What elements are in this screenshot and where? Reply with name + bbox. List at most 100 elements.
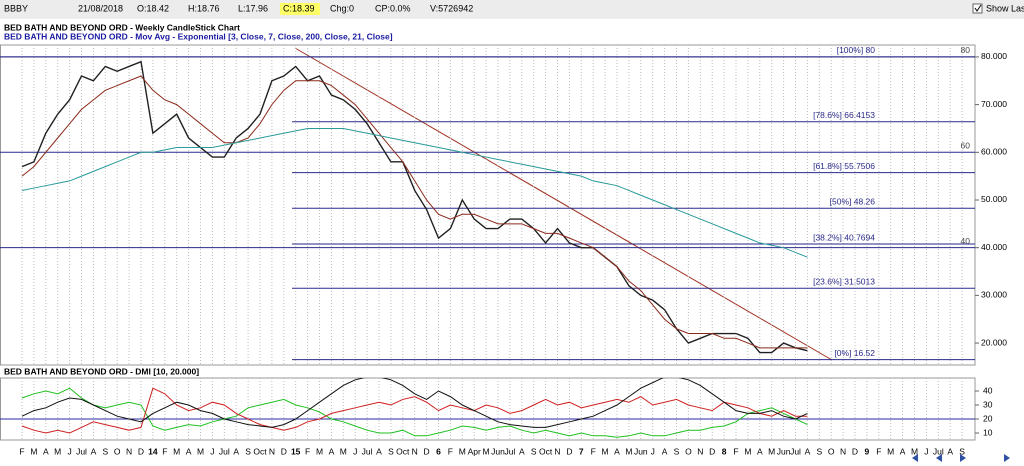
x-tick-label: F [591,446,596,456]
dmi-title: BED BATH AND BEYOND ORD - DMI [10, 20.00… [4,366,199,376]
x-tick-label: 6 [436,446,441,456]
y-tick-label: 60.000 [981,147,1007,157]
x-tick-label: M [887,446,894,456]
x-tick-label: Jun [634,446,648,456]
h-line-label: 40 [961,236,971,246]
x-tick-label: Jun [777,446,791,456]
y-tick-label: 80.000 [981,51,1007,61]
x-tick-label: N [554,446,560,456]
x-tick-label: F [733,446,738,456]
series-line [21,387,808,434]
x-tick-label: M [768,446,775,456]
y-tick-label: 50.000 [981,194,1007,204]
series-line [21,75,808,349]
x-tick-label: A [757,446,763,456]
x-tick-label: A [662,446,668,456]
x-tick-label: D [138,446,144,456]
show-last-checkbox[interactable] [972,3,983,14]
x-tick-label: S [531,446,537,456]
x-tick-label: M [625,446,632,456]
check [974,4,982,12]
x-tick-label: S [959,446,965,456]
series-line [21,127,808,258]
x-tick-label: Oct [396,446,410,456]
x-tick-label: S [102,446,108,456]
fib-label: [38.2%] 40.7694 [813,232,875,242]
x-tick-label: A [614,446,620,456]
x-tick-label: F [876,446,881,456]
x-tick-label: D [566,446,572,456]
y-tick-label: 30 [983,399,993,409]
y-tick-label: 70.000 [981,99,1007,109]
low: L:17.96 [238,3,268,13]
x-tick-label: Jul [76,446,87,456]
x-tick-label: N [126,446,132,456]
fib-label: [61.8%] 55.7506 [813,161,875,171]
scroll-left-fast[interactable] [936,454,944,462]
x-tick-label: M [744,446,751,456]
fib-label: [50%] 48.26 [830,197,876,207]
x-tick-label: N [840,446,846,456]
x-tick-label: M [602,446,609,456]
fib-label: [78.6%] 66.4153 [813,110,875,120]
scroll-end[interactable] [1004,454,1010,462]
x-tick-label: 14 [148,446,158,456]
symbol: BBBY [4,3,28,13]
x-tick-label: A [329,446,335,456]
volume: V:5726942 [430,3,473,13]
change: Chg:0 [330,3,354,13]
x-tick-label: A [43,446,49,456]
chart-title: BED BATH AND BEYOND ORD - Weekly CandleS… [4,22,240,32]
y-tick-label: 30.000 [981,290,1007,300]
x-tick-label: D [281,446,287,456]
x-tick-label: Jul [933,446,944,456]
y-tick-label: 10 [983,427,993,437]
x-tick-label: A [805,446,811,456]
x-tick-label: J [353,446,357,456]
x-tick-label: D [709,446,715,456]
x-tick-label: M [459,446,466,456]
x-tick-label: D [852,446,858,456]
x-tick-label: Apr [468,446,481,456]
show-last-label[interactable]: Show Last [986,3,1024,13]
price-frame [0,44,976,366]
fib-label: [100%] 80 [837,45,876,55]
x-tick-label: M [340,446,347,456]
x-tick-label: F [19,446,24,456]
x-tick-label: F [448,446,453,456]
x-tick-label: 8 [722,446,727,456]
x-tick-label: A [233,446,239,456]
x-tick-label: A [519,446,525,456]
x-tick-label: M [197,446,204,456]
x-tick-label: F [162,446,167,456]
open: O:18.42 [137,3,169,13]
x-tick-label: S [816,446,822,456]
x-tick-label: J [210,446,214,456]
h-line-label: 80 [961,45,971,55]
x-tick-label: D [424,446,430,456]
y-tick-label: 20.000 [981,337,1007,347]
x-tick-label: 15 [291,446,301,456]
x-tick-label: A [376,446,382,456]
x-tick-label: Oct [253,446,267,456]
x-tick-label: A [91,446,97,456]
y-tick-label: 40.000 [981,242,1007,252]
close: C:18.39 [283,3,315,13]
x-tick-label: N [269,446,275,456]
x-tick-label: Jul [790,446,801,456]
series-line [21,387,808,438]
chart-area [0,19,1024,466]
scroll-left[interactable] [912,454,918,462]
x-tick-label: A [947,446,953,456]
x-tick-label: M [316,446,323,456]
x-tick-label: S [388,446,394,456]
trendline [294,47,833,361]
x-tick-label: 9 [865,446,870,456]
x-tick-label: N [412,446,418,456]
x-tick-label: M [173,446,180,456]
scroll-right[interactable] [960,454,966,462]
x-tick-label: 7 [579,446,584,456]
x-tick-label: A [900,446,906,456]
fib-label: [0%] 16.52 [834,348,875,358]
x-tick-label: O [685,446,692,456]
